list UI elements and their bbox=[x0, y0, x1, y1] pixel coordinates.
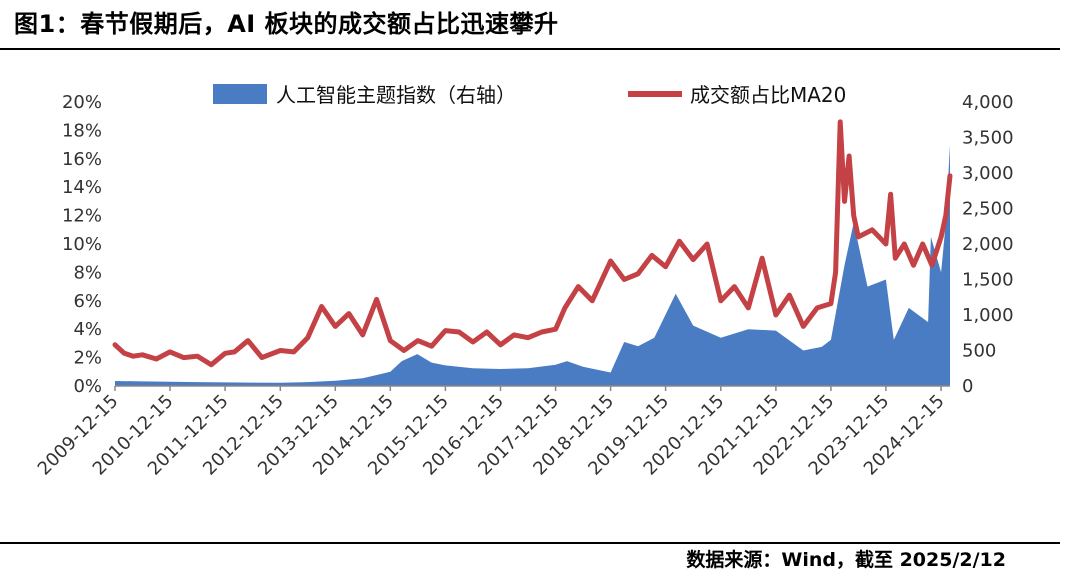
chart-title: 图1：春节假期后，AI 板块的成交额占比迅速攀升 bbox=[14, 10, 559, 38]
legend: 人工智能主题指数（右轴） 成交额占比MA20 bbox=[213, 83, 846, 107]
left-tick-label: 8% bbox=[73, 262, 102, 283]
right-tick-label: 4,000 bbox=[962, 92, 1014, 113]
left-tick-label: 6% bbox=[73, 291, 102, 312]
turnover-share-line bbox=[112, 119, 953, 368]
legend-area-swatch bbox=[213, 84, 267, 104]
left-tick-label: 4% bbox=[73, 319, 102, 340]
left-tick-label: 20% bbox=[62, 92, 102, 113]
right-tick-label: 1,000 bbox=[962, 305, 1014, 326]
legend-area-label: 人工智能主题指数（右轴） bbox=[276, 83, 516, 107]
legend-line-label: 成交额占比MA20 bbox=[690, 83, 846, 107]
left-tick-label: 0% bbox=[73, 376, 102, 397]
source-note: 数据来源：Wind，截至 2025/2/12 bbox=[686, 549, 1006, 571]
chart: 人工智能主题指数（右轴） 成交额占比MA20 2009-12-152010-12… bbox=[34, 83, 1014, 480]
right-tick-label: 1,500 bbox=[962, 270, 1014, 291]
ai-index-area bbox=[115, 144, 950, 386]
right-tick-label: 3,500 bbox=[962, 128, 1014, 149]
right-tick-label: 2,500 bbox=[962, 199, 1014, 220]
top-rule bbox=[0, 48, 1060, 50]
left-tick-label: 12% bbox=[62, 206, 102, 227]
left-axis-ticks: 0% 2% 4% 6% 8% 10% 12% 14% 16% 18% 20% bbox=[62, 92, 102, 397]
left-tick-label: 16% bbox=[62, 149, 102, 170]
left-tick-label: 18% bbox=[62, 120, 102, 141]
right-axis-ticks: 0 500 1,000 1,500 2,000 2,500 3,000 3,500 4,000 bbox=[962, 92, 1014, 397]
bottom-rule bbox=[0, 542, 1060, 544]
right-tick-label: 2,000 bbox=[962, 234, 1014, 255]
left-tick-label: 14% bbox=[62, 177, 102, 198]
left-tick-label: 10% bbox=[62, 234, 102, 255]
left-tick-label: 2% bbox=[73, 348, 102, 369]
x-axis-ticks: 2009-12-152010-12-152011-12-152012-12-15… bbox=[34, 386, 949, 480]
right-tick-label: 0 bbox=[962, 376, 973, 397]
right-tick-label: 500 bbox=[962, 341, 996, 362]
right-tick-label: 3,000 bbox=[962, 163, 1014, 184]
